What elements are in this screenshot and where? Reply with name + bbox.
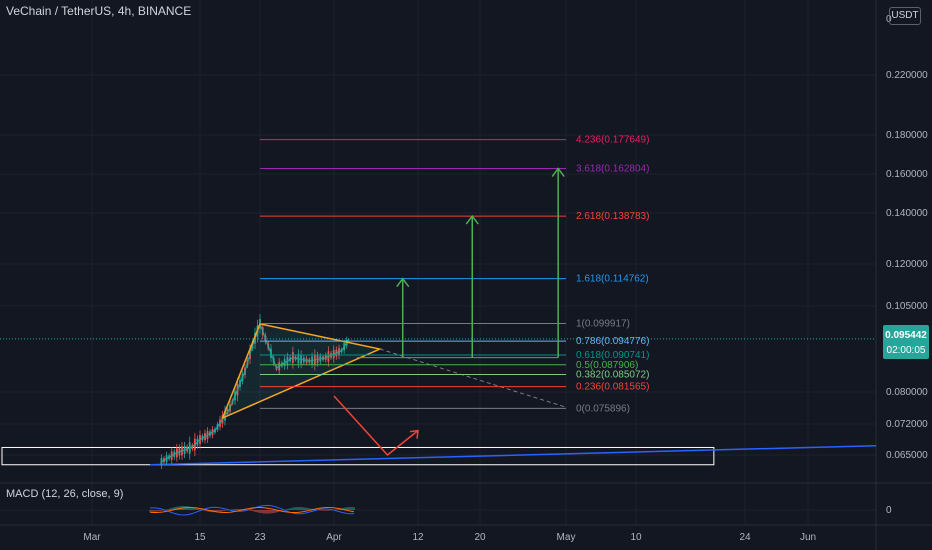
macd-line <box>149 504 355 516</box>
fibonacci-levels: 4.236(0.177649) 3.618(0.162804) 2.618(0.13… <box>260 135 649 414</box>
triangle-pattern <box>221 323 567 420</box>
chart-title: VeChain / TetherUS, 4h, BINANCE <box>6 4 192 18</box>
support-box <box>1 446 715 466</box>
fib-label: 1.618(0.114762) <box>576 274 649 285</box>
x-tick-label: 20 <box>474 532 486 543</box>
support-zone <box>1 444 877 466</box>
price-badge: 0.095442 02:00:05 <box>883 325 929 359</box>
fib-label: 0.5(0.087906) <box>576 360 638 371</box>
target-arrow-head <box>396 277 410 288</box>
target-arrows <box>356 167 565 359</box>
x-tick-label: 23 <box>254 532 266 543</box>
x-tick-label: 24 <box>739 532 751 543</box>
price-path <box>161 322 350 463</box>
y-tick-label: 0.072000 <box>886 419 928 430</box>
bearish-arrow-head <box>409 429 419 439</box>
x-tick-label: May <box>557 532 576 543</box>
candle-body <box>160 457 163 466</box>
x-tick-label: Apr <box>326 532 342 543</box>
grid <box>0 0 876 525</box>
fib-label: 0.236(0.081565) <box>576 382 649 393</box>
bearish-arrow <box>333 395 419 457</box>
y-tick-label: 0.065000 <box>886 450 928 461</box>
triangle-shape <box>221 323 383 420</box>
long-trendline <box>149 444 877 466</box>
x-tick-label: Mar <box>83 532 101 543</box>
triangle-projection <box>379 348 567 408</box>
fib-label: 0.786(0.094776) <box>576 336 649 347</box>
fib-label: 1(0.099917) <box>576 318 630 329</box>
fib-label: 4.236(0.177649) <box>576 135 649 146</box>
y-tick-label: 0.160000 <box>886 169 928 180</box>
x-tick-label: 15 <box>194 532 206 543</box>
fib-label: 3.618(0.162804) <box>576 164 649 175</box>
price-axis[interactable]: 0.220000 0.180000 0.160000 0.140000 0.120000… <box>886 14 928 516</box>
macd-pane <box>149 504 355 516</box>
y-tick-label: 0.105000 <box>886 301 928 312</box>
x-tick-label: Jun <box>800 532 816 543</box>
price-badge-value: 0.095442 <box>885 330 927 341</box>
fib-label: 0.618(0.090741) <box>576 350 649 361</box>
fib-label: 0.382(0.085072) <box>576 370 649 381</box>
y-tick-label: 0.080000 <box>886 387 928 398</box>
price-line <box>161 322 350 463</box>
macd-signal-line <box>149 506 355 513</box>
y-tick-label: 0.140000 <box>886 208 928 219</box>
price-badge-bg <box>883 325 929 359</box>
bearish-arrow-path <box>333 395 419 457</box>
time-axis[interactable]: Mar 15 23 Apr 12 20 May 10 24 Jun <box>83 532 816 543</box>
currency-button[interactable]: USDT <box>889 7 921 25</box>
y-tick-label: 0.220000 <box>886 70 928 81</box>
x-tick-label: 12 <box>412 532 424 543</box>
fib-label: 2.618(0.138783) <box>576 211 649 222</box>
price-badge-countdown: 02:00:05 <box>887 345 926 356</box>
x-tick-label: 10 <box>630 532 642 543</box>
macd-label: MACD (12, 26, close, 9) <box>6 488 124 500</box>
fib-label: 0(0.075896) <box>576 403 630 414</box>
y-tick-label: 0.180000 <box>886 130 928 141</box>
y-tick-label: 0 <box>886 505 892 516</box>
y-tick-label: 0.120000 <box>886 259 928 270</box>
target-arrow-head <box>551 167 565 177</box>
target-arrow-head <box>465 214 479 225</box>
